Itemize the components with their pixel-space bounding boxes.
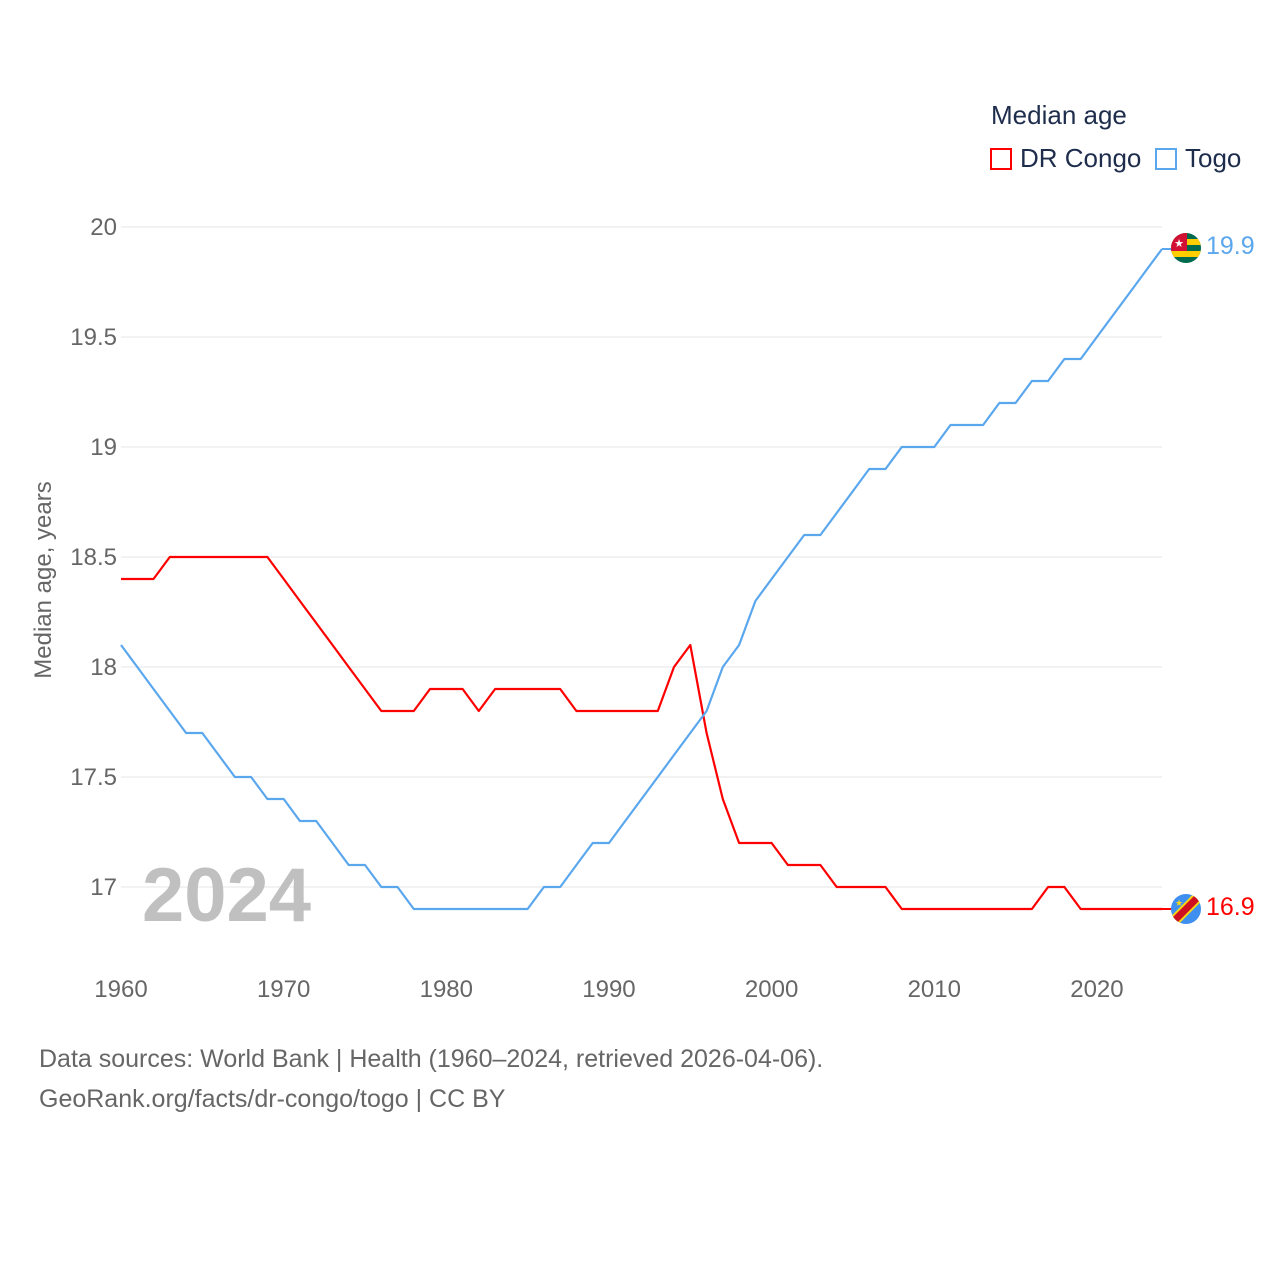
series-line-dr-congo: [121, 555, 1162, 911]
x-tick-label: 2020: [1070, 976, 1123, 1003]
y-tick-label: 20: [90, 214, 117, 241]
year-watermark: 2024: [142, 853, 311, 938]
y-tick-label: 19.5: [70, 324, 117, 351]
source-text: Data sources: World Bank | Health (1960–…: [39, 1045, 824, 1073]
legend-label: Togo: [1185, 143, 1242, 173]
x-tick-label: 1970: [257, 976, 310, 1003]
legend-item-togo[interactable]: Togo: [1155, 143, 1241, 174]
x-tick-label: 1990: [582, 976, 635, 1003]
legend-swatch: [1155, 147, 1177, 170]
y-tick-label: 17.5: [70, 764, 117, 791]
x-tick-label: 2000: [745, 976, 798, 1003]
legend-label: DR Congo: [1020, 143, 1142, 173]
legend-item-dr-congo[interactable]: DR Congo: [990, 143, 1141, 174]
y-tick-label: 19: [90, 434, 117, 461]
svg-text:★: ★: [1174, 238, 1184, 250]
y-axis-label: Median age, years: [30, 481, 57, 678]
x-tick-label: 1980: [420, 976, 473, 1003]
y-tick-label: 18.5: [70, 544, 117, 571]
y-tick-label: 17: [90, 874, 117, 901]
x-tick-label: 2010: [908, 976, 961, 1003]
dr-congo-end-label: 16.9: [1206, 893, 1255, 921]
series-line-togo: [120, 248, 1163, 911]
legend-swatch: [990, 147, 1012, 170]
legend-title: Median age: [991, 100, 1127, 130]
togo-flag-icon: ★: [1171, 233, 1201, 263]
dr-congo-flag-icon: ★: [1171, 894, 1201, 924]
x-tick-label: 1960: [94, 976, 147, 1003]
source-link[interactable]: GeoRank.org/facts/dr-congo/togo | CC BY: [39, 1085, 506, 1113]
togo-end-label: 19.9: [1206, 232, 1255, 260]
y-tick-label: 18: [90, 654, 117, 681]
svg-text:★: ★: [1175, 898, 1183, 908]
